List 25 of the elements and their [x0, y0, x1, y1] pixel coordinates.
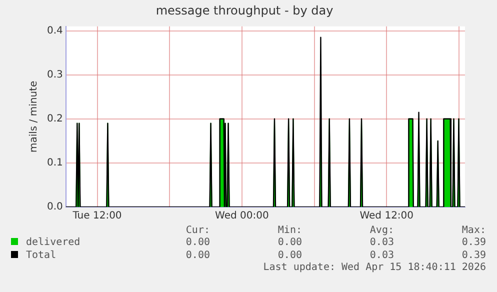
y-tick-label: 0.0 [46, 202, 63, 213]
y-tick-label: 0.1 [46, 158, 63, 169]
text: 0.39 [460, 249, 487, 262]
text: 0.00 [184, 249, 211, 262]
legend-label: Total [25, 249, 58, 262]
y-tick-label: 0.3 [46, 69, 63, 80]
x-tick-label: Wed 12:00 [360, 210, 414, 222]
x-tick-label: Tue 12:00 [72, 210, 122, 222]
text: 0.03 [368, 236, 395, 249]
text: Min: [276, 225, 303, 236]
legend-label: delivered [25, 236, 82, 249]
text: 0.00 [184, 236, 211, 249]
text: 0.03 [368, 249, 395, 262]
y-tick-label: 0.4 [46, 25, 63, 36]
text: Last update: Wed Apr 15 18:40:11 2026 [262, 262, 487, 273]
y-tick-label: 0.2 [46, 113, 63, 124]
y-axis-title: mails / minute [28, 80, 40, 153]
x-tick-label: Wed 00:00 [215, 210, 269, 222]
text: Avg: [368, 225, 395, 236]
text: 0.00 [276, 236, 303, 249]
text: Cur: [184, 225, 211, 236]
text: 0.39 [460, 236, 487, 249]
text: Max: [460, 225, 487, 236]
chart-title: message throughput - by day [156, 3, 334, 18]
text: 0.00 [276, 249, 303, 262]
